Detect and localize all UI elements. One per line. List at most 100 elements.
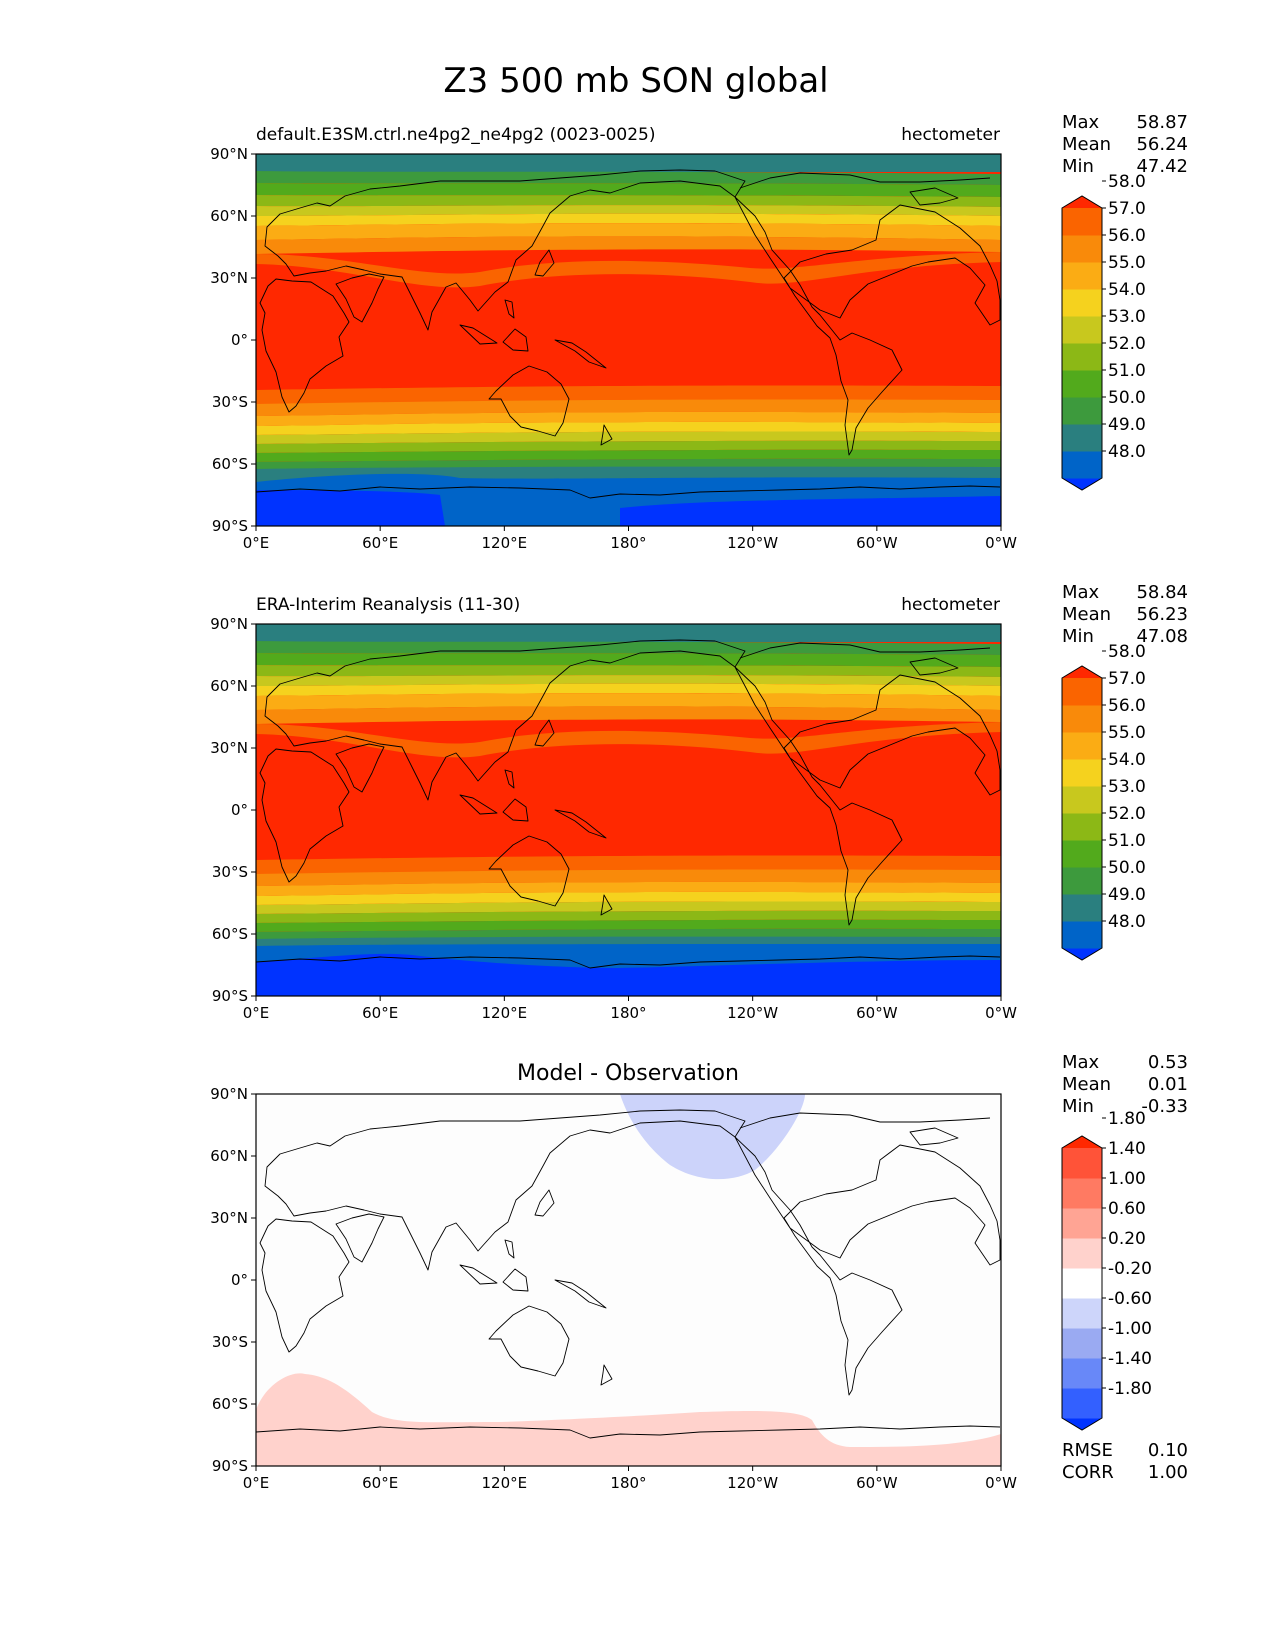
stat-value-mean: 56.24 — [1136, 134, 1188, 155]
stat-label-mean: Mean — [1062, 134, 1111, 155]
colorbar-label: 53.0 — [1108, 307, 1146, 327]
colorbar-segment — [1062, 732, 1102, 760]
colorbar-label: 0.60 — [1108, 1199, 1146, 1219]
colorbar-extend-high — [1062, 666, 1102, 678]
colorbar-label: 48.0 — [1108, 442, 1146, 462]
y-tick-label: 30°S — [212, 863, 248, 881]
stat-value-rmse: 0.10 — [1148, 1440, 1188, 1461]
colorbar-segment — [1062, 1178, 1102, 1209]
colorbar-label: 51.0 — [1108, 831, 1146, 851]
side-panels: Max 58.87 Mean 56.24 Min 47.42 48.0 49.0 50.0 51.… — [1061, 112, 1188, 1483]
colorbar-extend-low — [1062, 1418, 1102, 1430]
colorbar-segment — [1062, 1238, 1102, 1269]
y-tick-label: 60°S — [212, 1395, 248, 1413]
colorbar-segment — [1062, 370, 1102, 398]
colorbar-outline — [1061, 195, 1103, 491]
colorbar-segment — [1062, 759, 1102, 787]
y-tick-label: 90°S — [212, 1457, 248, 1475]
y-tick-label: 60°N — [210, 207, 248, 225]
y-tick-label: 60°N — [210, 677, 248, 695]
y-tick-label: 30°S — [212, 393, 248, 411]
colorbar-label: 0.20 — [1108, 1229, 1146, 1249]
colorbar-label: 55.0 — [1108, 723, 1146, 743]
panel-title-right: hectometer — [901, 595, 1000, 615]
colorbar-segment — [1062, 208, 1102, 236]
colorbar-outline — [1061, 665, 1103, 961]
stat-label-min: Min — [1062, 156, 1094, 177]
stat-label-mean: Mean — [1062, 604, 1111, 625]
x-tick-label: 60°E — [362, 1474, 398, 1492]
colorbar-label: 50.0 — [1108, 858, 1146, 878]
colorbar-label: -1.00 — [1108, 1319, 1152, 1339]
y-tick-label: 90°S — [212, 517, 248, 535]
panel-title-left: ERA-Interim Reanalysis (11-30) — [256, 595, 520, 615]
colorbar-label: 52.0 — [1108, 804, 1146, 824]
colorbar-label: 58.0 — [1108, 172, 1146, 192]
colorbar-segment — [1062, 1328, 1102, 1359]
colorbar-label: -0.60 — [1108, 1289, 1152, 1309]
x-tick-label: 120°W — [727, 1004, 778, 1022]
y-tick-label: 60°N — [210, 1147, 248, 1165]
y-tick-label: 0° — [231, 801, 248, 819]
colorbar-label: -1.80 — [1108, 1379, 1152, 1399]
colorbar-label: 55.0 — [1108, 253, 1146, 273]
colorbar-label: -0.20 — [1108, 1259, 1152, 1279]
stat-label-min: Min — [1062, 1096, 1094, 1117]
x-tick-label: 120°E — [482, 1004, 528, 1022]
y-tick-label: 90°N — [210, 145, 248, 163]
x-tick-label: 0°E — [243, 1474, 270, 1492]
colorbar-label: 1.80 — [1108, 1109, 1146, 1129]
colorbar-label: 49.0 — [1108, 885, 1146, 905]
colorbar-segment — [1062, 316, 1102, 344]
colorbar-label: 1.40 — [1108, 1139, 1146, 1159]
error-stats: RMSE 0.10 CORR 1.00 — [1062, 1440, 1188, 1483]
colorbar-segment — [1062, 786, 1102, 814]
colorbar-segment — [1062, 1388, 1102, 1419]
colorbar-segment — [1062, 705, 1102, 733]
y-tick-label: 90°S — [212, 987, 248, 1005]
x-tick-label: 60°E — [362, 534, 398, 552]
y-tick-label: 30°N — [210, 269, 248, 287]
panel-difference: Model - Observation 0°E 60°E 120°E 180° 120°… — [210, 1061, 1017, 1492]
colorbar-label: -1.40 — [1108, 1349, 1152, 1369]
colorbar-segment — [1062, 1208, 1102, 1239]
stat-value-max: 0.53 — [1148, 1052, 1188, 1073]
colorbar-segment — [1062, 894, 1102, 922]
x-tick-label: 60°W — [856, 1474, 898, 1492]
colorbar-segment — [1062, 235, 1102, 263]
colorbar-segment — [1062, 1268, 1102, 1299]
colorbar-label: 57.0 — [1108, 199, 1146, 219]
colorbar-label: 49.0 — [1108, 415, 1146, 435]
figure-title: Z3 500 mb SON global — [443, 61, 828, 101]
panel-title-right: hectometer — [901, 125, 1000, 145]
stat-label-rmse: RMSE — [1062, 1440, 1113, 1461]
x-tick-label: 180° — [610, 1004, 646, 1022]
colorbar-label: 56.0 — [1108, 226, 1146, 246]
axis-ticks: 0°E 60°E 120°E 180° 120°W 60°W 0°W 90°N 60°N 30°N… — [210, 145, 1017, 552]
x-tick-label: 0°W — [985, 1004, 1017, 1022]
y-tick-label: 0° — [231, 1271, 248, 1289]
y-tick-label: 30°S — [212, 1333, 248, 1351]
colorbar-label: 52.0 — [1108, 334, 1146, 354]
colorbar-segment — [1062, 1298, 1102, 1329]
axis-ticks: 0°E 60°E 120°E 180° 120°W 60°W 0°W 90°N 60°N 30°N… — [210, 615, 1017, 1022]
colorbar-label: 58.0 — [1108, 642, 1146, 662]
x-tick-label: 0°W — [985, 1474, 1017, 1492]
axis-ticks: 0°E 60°E 120°E 180° 120°W 60°W 0°W 90°N 60°N 30°N… — [210, 1085, 1017, 1492]
x-tick-label: 120°W — [727, 1474, 778, 1492]
colorbar-label: 54.0 — [1108, 280, 1146, 300]
colorbar-label: 51.0 — [1108, 361, 1146, 381]
colorbar-segment — [1062, 262, 1102, 290]
colorbar-segment — [1062, 343, 1102, 371]
x-tick-label: 0°E — [243, 534, 270, 552]
colorbar-extend-low — [1062, 948, 1102, 960]
colorbar-segment — [1062, 289, 1102, 317]
stat-label-min: Min — [1062, 626, 1094, 647]
x-tick-label: 0°W — [985, 534, 1017, 552]
colorbar-label: 57.0 — [1108, 669, 1146, 689]
colorbar-label: 56.0 — [1108, 696, 1146, 716]
map-field — [256, 154, 1001, 526]
stats-block: Max 0.53 Mean 0.01 Min -0.33 — [1062, 1052, 1188, 1117]
map-field — [256, 1094, 1001, 1466]
x-tick-label: 120°E — [482, 1474, 528, 1492]
